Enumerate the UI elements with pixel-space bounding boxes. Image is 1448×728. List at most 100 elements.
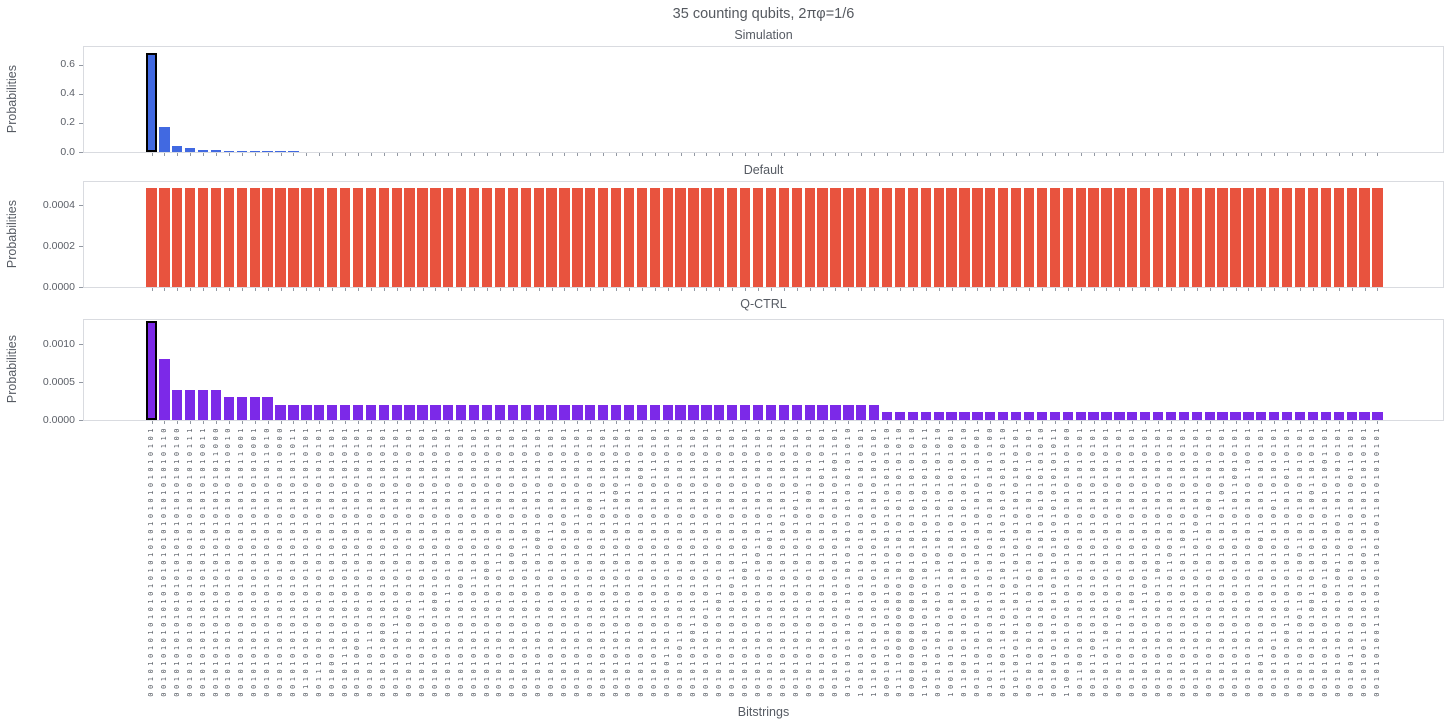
subplot-title-simulation: Simulation <box>734 28 793 42</box>
x-tick-mark <box>1300 153 1302 156</box>
x-tick-mark <box>912 288 914 291</box>
bar <box>456 404 467 420</box>
x-tick-mark <box>461 153 463 156</box>
bar <box>172 187 183 287</box>
x-tick-mark <box>719 421 721 424</box>
x-tick-mark <box>345 288 347 291</box>
x-tick-mark <box>964 421 966 424</box>
bar <box>739 404 751 420</box>
bar <box>1191 187 1202 287</box>
x-tick-mark <box>925 421 927 424</box>
bar <box>1114 187 1125 287</box>
x-tick-mark <box>1338 153 1340 156</box>
bar <box>1204 412 1215 420</box>
x-tick-label-bitstring: 10101010101010100101010101010101010 <box>1037 425 1046 697</box>
x-tick-mark <box>370 421 372 424</box>
x-tick-mark <box>577 421 579 424</box>
x-tick-label-bitstring: 00101010101010101010101100101010101 <box>1205 425 1214 697</box>
bar <box>1036 187 1048 287</box>
bar <box>507 404 518 420</box>
x-tick-mark <box>422 288 424 291</box>
x-tick-mark <box>203 421 205 424</box>
bar <box>314 187 325 287</box>
bar <box>1307 412 1319 420</box>
bar <box>778 187 789 287</box>
x-tick-label-bitstring: 00101010101010101010101001101010101 <box>792 425 801 697</box>
bar <box>843 404 854 420</box>
x-tick-mark <box>435 288 437 291</box>
bar <box>223 397 235 420</box>
x-tick-mark <box>151 288 153 291</box>
bar <box>159 359 170 420</box>
bar <box>520 404 531 420</box>
x-tick-mark <box>1377 288 1379 291</box>
y-tick-mark <box>79 93 83 95</box>
bar <box>688 187 699 287</box>
bar <box>146 187 157 287</box>
x-tick-mark <box>1158 153 1160 156</box>
x-tick-mark <box>499 153 501 156</box>
x-tick-mark <box>1209 421 1211 424</box>
x-tick-label-bitstring: 00101010101010101010101010101010000 <box>276 425 285 697</box>
subplot-title-default: Default <box>743 163 784 177</box>
x-tick-label-bitstring: 00101011101010101010101010101010101 <box>366 425 375 697</box>
x-tick-mark <box>525 153 527 156</box>
x-tick-mark <box>280 421 282 424</box>
x-tick-mark <box>1325 153 1327 156</box>
x-tick-mark <box>357 421 359 424</box>
x-tick-label-bitstring: 10010101010101010101010101010101001 <box>947 425 956 697</box>
x-tick-mark <box>538 153 540 156</box>
y-tick-label: 0.0004 <box>42 198 75 211</box>
bar <box>649 187 660 287</box>
bar <box>1165 187 1177 287</box>
y-tick-label: 0.6 <box>60 58 75 71</box>
bar <box>662 187 673 287</box>
x-tick-mark <box>551 288 553 291</box>
bar <box>1230 412 1241 420</box>
x-tick-mark <box>216 288 218 291</box>
x-tick-label-bitstring: 00101001101010101010101001101010101 <box>1269 425 1278 697</box>
x-tick-label-bitstring: 00101010101010101010101010101100101 <box>1243 425 1252 697</box>
x-tick-label-bitstring: 00101010101010100110101010101010101 <box>740 425 749 697</box>
x-tick-mark <box>1003 153 1005 156</box>
x-tick-label-bitstring: 11001010101010101010101010101010100 <box>1063 425 1072 697</box>
x-tick-label-bitstring: 00101010101010101010101011101010101 <box>598 425 607 697</box>
x-tick-label-bitstring: 01100101010101010101010101010101010 <box>960 425 968 697</box>
x-tick-mark <box>603 421 605 424</box>
x-tick-mark <box>1106 421 1108 424</box>
x-tick-mark <box>1325 421 1327 424</box>
x-tick-mark <box>203 288 205 291</box>
bar <box>636 187 648 287</box>
y-tick-label: 0.0005 <box>42 375 75 388</box>
x-tick-label-bitstring: 00101010011010101010101010100110101 <box>1282 425 1291 697</box>
x-tick-mark <box>1170 153 1172 156</box>
x-tick-mark <box>254 288 256 291</box>
x-tick-label-bitstring: 00000000000000000101010101010101010 <box>908 425 917 697</box>
x-tick-mark <box>538 421 540 424</box>
bar <box>1023 412 1035 420</box>
x-tick-mark <box>1054 288 1056 291</box>
bar <box>210 187 222 287</box>
x-tick-label-bitstring: 00101010101010101010110010101010101 <box>1192 425 1201 697</box>
x-tick-mark <box>228 421 230 424</box>
x-tick-label-bitstring: 00101010101010101010101010101001101 <box>830 425 839 697</box>
bar <box>365 404 377 420</box>
x-tick-label-bitstring: 01010101010101010101010101010101010 <box>843 425 852 697</box>
x-tick-label-bitstring: 00101010101010101010101000101010101 <box>585 425 594 697</box>
x-tick-mark <box>241 421 243 424</box>
x-tick-mark <box>1196 288 1198 291</box>
x-tick-mark <box>1067 153 1069 156</box>
x-tick-mark <box>564 153 566 156</box>
x-tick-label-bitstring: 00101010101010101010101010101110101 <box>650 425 659 697</box>
bar <box>1333 412 1344 420</box>
x-tick-mark <box>1158 288 1160 291</box>
bar <box>765 404 777 420</box>
bar <box>1140 412 1151 420</box>
x-tick-label-bitstring: 00101010101010101010100010101010101 <box>559 425 568 697</box>
x-tick-label-bitstring: 00111010101010101010101010101010101 <box>314 425 323 697</box>
x-tick-mark <box>461 421 463 424</box>
x-tick-label-bitstring: 00101010101010101100101010101010101 <box>1166 425 1175 697</box>
x-tick-mark <box>1261 421 1263 424</box>
x-tick-mark <box>654 288 656 291</box>
x-tick-mark <box>951 153 953 156</box>
